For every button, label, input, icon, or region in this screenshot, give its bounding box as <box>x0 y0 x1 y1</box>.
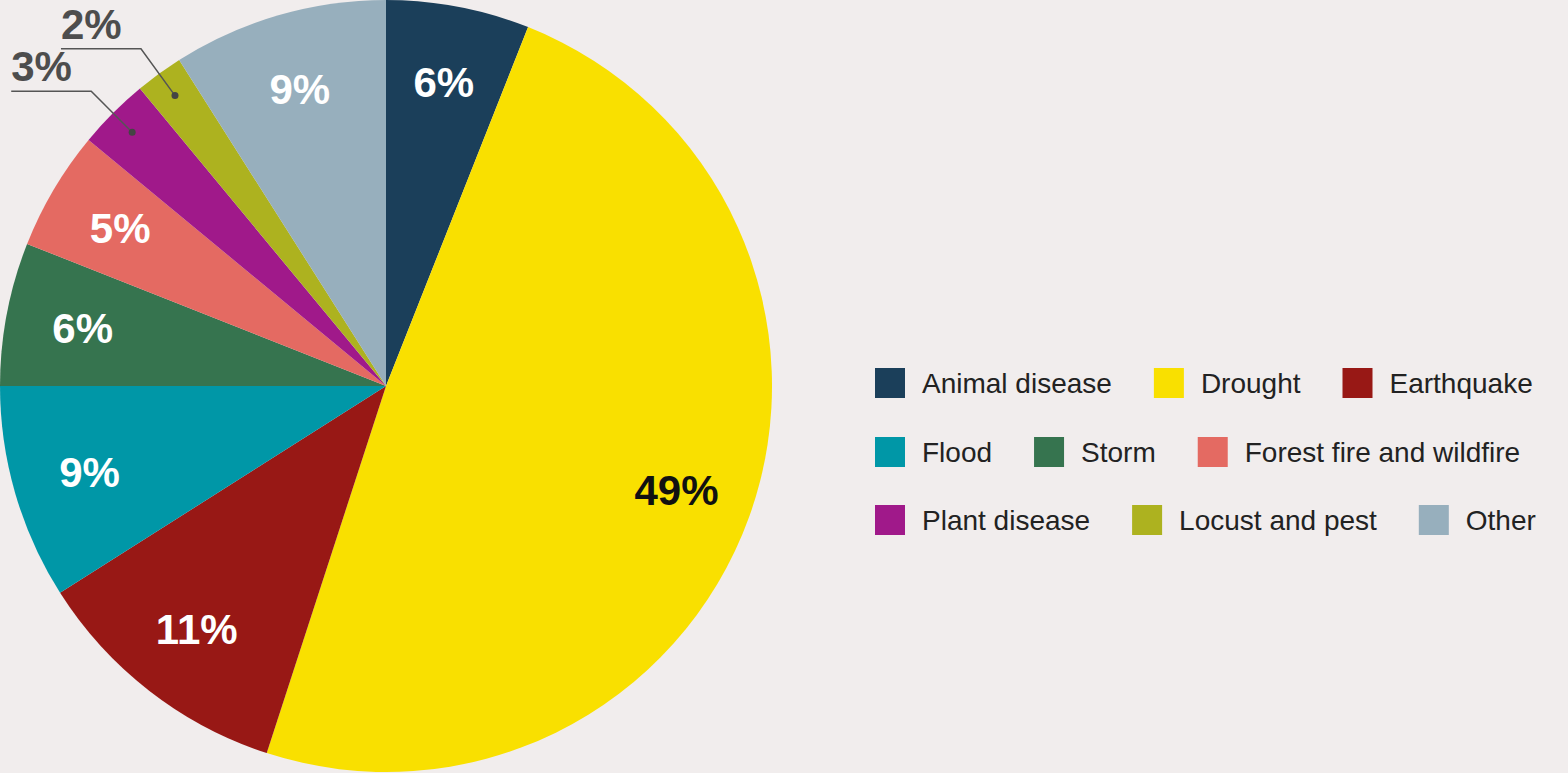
data-label: 49% <box>635 467 719 514</box>
legend-swatch <box>1034 437 1064 467</box>
legend-item: Plant disease <box>875 505 1090 536</box>
legend-item: Drought <box>1154 368 1301 399</box>
legend-swatch <box>1154 368 1184 398</box>
legend-swatch <box>1198 437 1228 467</box>
legend-item: Locust and pest <box>1132 505 1377 536</box>
legend-label: Drought <box>1201 368 1301 399</box>
legend-item: Earthquake <box>1343 368 1533 399</box>
legend-label: Earthquake <box>1390 368 1533 399</box>
data-label: 5% <box>90 205 151 252</box>
legend-label: Other <box>1466 505 1536 536</box>
legend-swatch <box>1132 505 1162 535</box>
legend-swatch <box>875 368 905 398</box>
legend-label: Forest fire and wildfire <box>1245 437 1520 468</box>
data-label: 3% <box>11 43 72 90</box>
data-label: 9% <box>59 449 120 496</box>
legend-label: Locust and pest <box>1179 505 1377 536</box>
legend-swatch <box>1343 368 1373 398</box>
data-labels: 6% 49% 11% 9% 6% 5% 3%2% 9% <box>11 1 718 654</box>
slice <box>0 386 386 593</box>
leader-line <box>11 91 132 132</box>
data-label: 6% <box>52 305 113 352</box>
data-label: 6% <box>414 59 475 106</box>
legend-swatch <box>875 437 905 467</box>
legend-label: Plant disease <box>922 505 1090 536</box>
leader-dot <box>129 129 136 136</box>
leader-line <box>61 49 175 96</box>
chart: 6% 49% 11% 9% 6% 5% 3%2% 9% Animal disease Drough… <box>0 0 1568 773</box>
slice <box>179 0 386 386</box>
legend-label: Animal disease <box>922 368 1112 399</box>
legend: Animal disease Drought Earthquake Flood Stor… <box>875 368 1536 536</box>
legend-swatch <box>1419 505 1449 535</box>
data-label: 9% <box>269 66 330 113</box>
legend-item: Storm <box>1034 437 1156 468</box>
legend-item: Other <box>1419 505 1536 536</box>
data-label: 11% <box>156 606 238 653</box>
legend-item: Animal disease <box>875 368 1112 399</box>
legend-label: Storm <box>1081 437 1156 468</box>
legend-item: Flood <box>875 437 992 468</box>
pie <box>0 0 772 772</box>
legend-swatch <box>875 505 905 535</box>
legend-item: Forest fire and wildfire <box>1198 437 1520 468</box>
leader-dot <box>171 92 178 99</box>
legend-label: Flood <box>922 437 992 468</box>
data-label: 2% <box>61 1 122 48</box>
